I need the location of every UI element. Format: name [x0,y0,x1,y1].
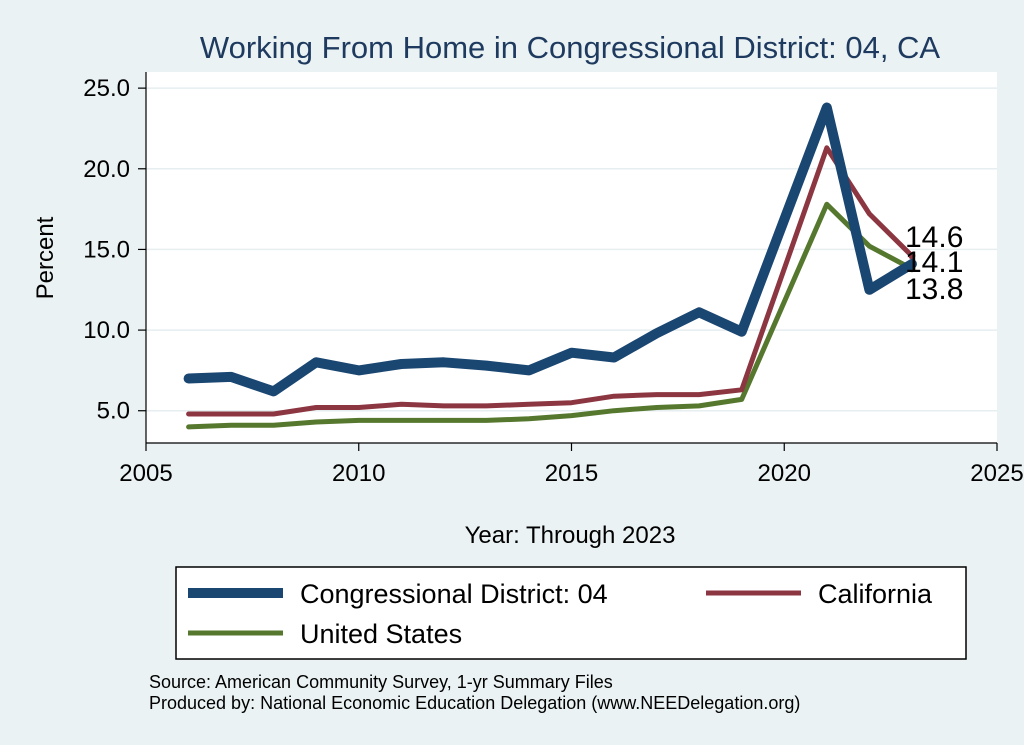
legend-label-1: California [818,579,933,609]
y-tick-label: 15.0 [83,236,130,263]
y-axis-label: Percent [32,216,59,299]
axes: 5.0 10.0 15.0 20.0 25.0 2005 2010 2015 2020 2025 [83,72,1024,487]
x-axis-label: Year: Through 2023 [465,522,676,549]
series-endpoint-0 [908,260,916,268]
producer-note: Produced by: National Economic Education… [149,693,800,713]
x-tick-label: 2010 [332,460,385,487]
series-lines [183,102,917,430]
legend-entries: Congressional District: 04 California Unit… [188,579,933,649]
end-label-1: 14.6 [905,221,963,254]
series-line-2 [186,201,915,430]
x-tick-label: 2025 [970,460,1023,487]
end-label-0: 14.1 [905,246,963,279]
legend-label-0: Congressional District: 04 [300,579,608,609]
y-tick-label: 25.0 [83,75,130,102]
y-tick-label: 10.0 [83,317,130,344]
end-label-2: 13.8 [905,273,963,306]
series-line-1 [186,145,915,417]
legend-label-2: United States [300,619,462,649]
legend-box [175,566,967,660]
x-tick-label: 2020 [758,460,811,487]
source-note: Source: American Community Survey, 1-yr … [149,672,613,692]
chart-title: Working From Home in Congressional Distr… [200,30,941,65]
series-line-0 [183,102,917,397]
y-tick-label: 5.0 [97,398,130,425]
legend: Congressional District: 04 California Unit… [175,566,967,660]
y-tick-label: 20.0 [83,156,130,183]
series-endpoint-1 [908,252,916,260]
end-labels: 14.114.6 13.8 [905,221,963,306]
x-tick-label: 2005 [119,460,172,487]
x-tick-label: 2015 [545,460,598,487]
